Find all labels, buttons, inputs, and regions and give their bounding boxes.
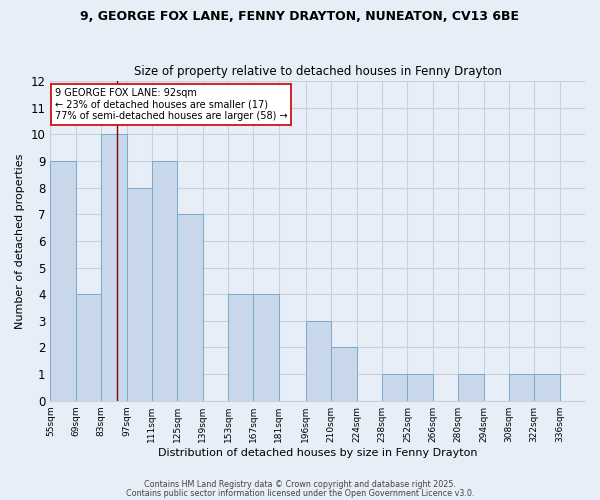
Bar — [534, 374, 560, 400]
Bar — [127, 188, 152, 400]
Bar — [177, 214, 203, 400]
Bar — [458, 374, 484, 400]
Bar — [407, 374, 433, 400]
Text: Contains public sector information licensed under the Open Government Licence v3: Contains public sector information licen… — [126, 488, 474, 498]
Bar — [382, 374, 407, 400]
Text: Contains HM Land Registry data © Crown copyright and database right 2025.: Contains HM Land Registry data © Crown c… — [144, 480, 456, 489]
Bar — [331, 348, 356, 401]
Bar — [50, 161, 76, 400]
Bar — [306, 321, 331, 400]
Bar — [101, 134, 127, 400]
Bar — [76, 294, 101, 401]
Title: Size of property relative to detached houses in Fenny Drayton: Size of property relative to detached ho… — [134, 66, 502, 78]
Text: 9, GEORGE FOX LANE, FENNY DRAYTON, NUNEATON, CV13 6BE: 9, GEORGE FOX LANE, FENNY DRAYTON, NUNEA… — [80, 10, 520, 23]
Bar — [228, 294, 253, 401]
Bar — [509, 374, 534, 400]
Y-axis label: Number of detached properties: Number of detached properties — [15, 153, 25, 328]
Text: 9 GEORGE FOX LANE: 92sqm
← 23% of detached houses are smaller (17)
77% of semi-d: 9 GEORGE FOX LANE: 92sqm ← 23% of detach… — [55, 88, 287, 121]
X-axis label: Distribution of detached houses by size in Fenny Drayton: Distribution of detached houses by size … — [158, 448, 478, 458]
Bar — [152, 161, 177, 400]
Bar — [253, 294, 279, 401]
